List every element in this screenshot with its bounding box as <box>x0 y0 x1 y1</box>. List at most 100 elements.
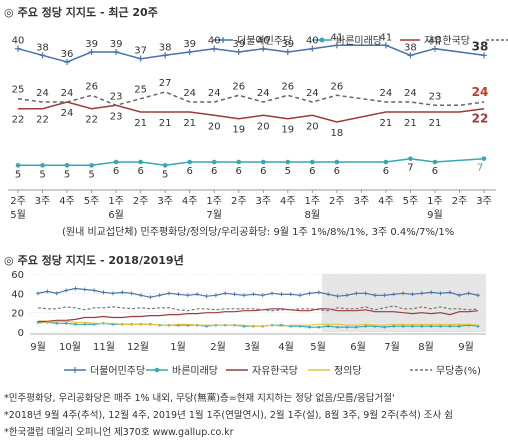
data-label: 21 <box>134 118 147 129</box>
data-label: 6 <box>137 166 143 177</box>
trend-marker-dot <box>74 322 77 326</box>
trend-marker-dot <box>429 324 433 328</box>
data-label: 5 <box>285 166 291 177</box>
data-label: 39 <box>183 39 196 50</box>
data-label: 6 <box>186 166 192 177</box>
y-tick-label: 0 <box>18 328 24 339</box>
trend-marker-dot <box>345 325 349 329</box>
data-label: 5 <box>64 169 70 180</box>
data-label: 38 <box>36 42 49 53</box>
point-marker-dot <box>40 163 45 168</box>
month-tick-label: 1월 <box>170 341 186 353</box>
data-label: 21 <box>429 118 442 129</box>
data-label: 23 <box>110 111 123 122</box>
data-label: 22 <box>85 115 98 126</box>
data-label: 36 <box>61 49 74 60</box>
data-label: 24 <box>306 88 319 99</box>
legend-label-1: 바른미래당 <box>172 365 218 377</box>
trend-marker-plus <box>298 293 303 298</box>
trend-marker-dot <box>317 325 321 329</box>
trend-marker-plus <box>476 293 480 298</box>
point-marker-dot <box>236 159 242 165</box>
x-tick-label: 3주 <box>35 196 51 207</box>
data-label: 6 <box>260 166 266 177</box>
point-marker-dot <box>15 163 21 168</box>
circle-bullet-icon: ◎ <box>4 254 14 267</box>
trend-marker-plus <box>213 293 218 298</box>
trend-marker-plus <box>64 288 69 293</box>
legend-label-0: 더불어민주당 <box>237 35 292 47</box>
legend-label-0: 더불어민주당 <box>90 365 145 377</box>
trend-marker-plus <box>373 293 378 298</box>
point-marker-plus <box>186 49 193 55</box>
x-tick-label: 2주 <box>231 196 247 207</box>
trend-marker-plus <box>129 291 134 296</box>
trend-marker-dot <box>448 324 452 328</box>
trend-marker-plus <box>82 287 87 292</box>
data-label: 20 <box>306 121 319 132</box>
minor-parties-note: (원내 비교섭단체) 민주평화당/정의당/우리공화당: 9월 1주 1%/8%/… <box>62 227 455 238</box>
point-marker-dot <box>113 159 119 165</box>
point-marker-dot <box>334 159 340 165</box>
trend-marker-plus <box>344 293 349 298</box>
footnote-2: *2018년 9월 4주(추석), 12월 4주, 2019년 1월 1주(연말… <box>4 410 453 421</box>
x-tick-label: 1주 <box>108 196 124 207</box>
data-label: 39 <box>85 39 98 50</box>
point-marker-plus <box>15 45 21 52</box>
y-tick-label: 60 <box>11 270 24 281</box>
trend-marker-plus <box>279 292 284 297</box>
legend-marker-plus <box>220 37 226 43</box>
data-label: 5 <box>39 169 45 180</box>
trend-marker-plus <box>92 288 97 293</box>
y-tick-label: 40 <box>11 289 24 300</box>
trend-marker-plus <box>307 291 312 296</box>
bottom-title-text: 주요 정당 지지도 - 2018/2019년 <box>17 254 184 267</box>
x-tick-label: 2주 <box>329 196 345 207</box>
point-marker-plus <box>39 52 46 59</box>
x-tick-label: 4주 <box>378 196 394 207</box>
trend-marker-plus <box>466 291 471 296</box>
top-chart-title: ◎ 주요 정당 지지도 - 최근 20주 <box>4 4 158 20</box>
data-label: 6 <box>113 166 119 177</box>
legend-label-3: 바른미래당 <box>336 35 382 47</box>
data-label: 26 <box>281 81 294 92</box>
trend-marker-plus <box>354 291 359 296</box>
data-label: 24 <box>61 88 74 99</box>
trend-marker-plus <box>195 292 200 297</box>
month-tick-label: 10월 <box>59 341 81 353</box>
data-label: 39 <box>232 39 245 50</box>
trend-marker-plus <box>447 290 452 295</box>
legend-label-1: 자유한국당 <box>424 35 470 47</box>
trend-marker-plus <box>36 291 40 296</box>
x-tick-label: 3주 <box>157 196 173 207</box>
x-tick-label: 4주 <box>280 196 296 207</box>
trend-marker-plus <box>138 293 143 298</box>
trend-marker-dot <box>439 324 442 328</box>
point-marker-dot <box>481 156 487 161</box>
point-marker-dot <box>89 163 94 168</box>
data-label: 21 <box>183 118 196 129</box>
x-tick-label: 3주 <box>476 196 492 207</box>
point-marker-dot <box>432 159 438 165</box>
point-marker-dot <box>408 156 413 161</box>
data-label: 40 <box>306 36 319 47</box>
footnote-1: *민주평화당, 우리공화당은 매주 1% 내외, 무당(無黨)층=현재 지지하는… <box>4 393 395 404</box>
data-label: 26 <box>330 81 343 92</box>
legend-marker-dot <box>154 367 160 373</box>
data-label: 24 <box>257 88 270 99</box>
trend-marker-plus <box>73 286 78 291</box>
data-label: 20 <box>208 121 221 132</box>
point-marker-plus <box>88 49 95 55</box>
trend-marker-plus <box>419 291 424 296</box>
data-label: 25 <box>12 85 25 96</box>
footnote-3: *한국갤럽 데일리 오피니언 제370호 www.gallup.co.kr <box>4 427 234 438</box>
trend-marker-plus <box>260 293 265 298</box>
trend-marker-dot <box>401 324 405 328</box>
data-label: 26 <box>85 81 98 92</box>
data-label: 21 <box>159 118 172 129</box>
bottom-chart-title: ◎ 주요 정당 지지도 - 2018/2019년 <box>4 252 184 268</box>
point-marker-dot <box>310 159 315 165</box>
trend-marker-plus <box>232 292 237 297</box>
month-label: 9월 <box>427 209 443 221</box>
trend-marker-dot <box>457 324 461 328</box>
